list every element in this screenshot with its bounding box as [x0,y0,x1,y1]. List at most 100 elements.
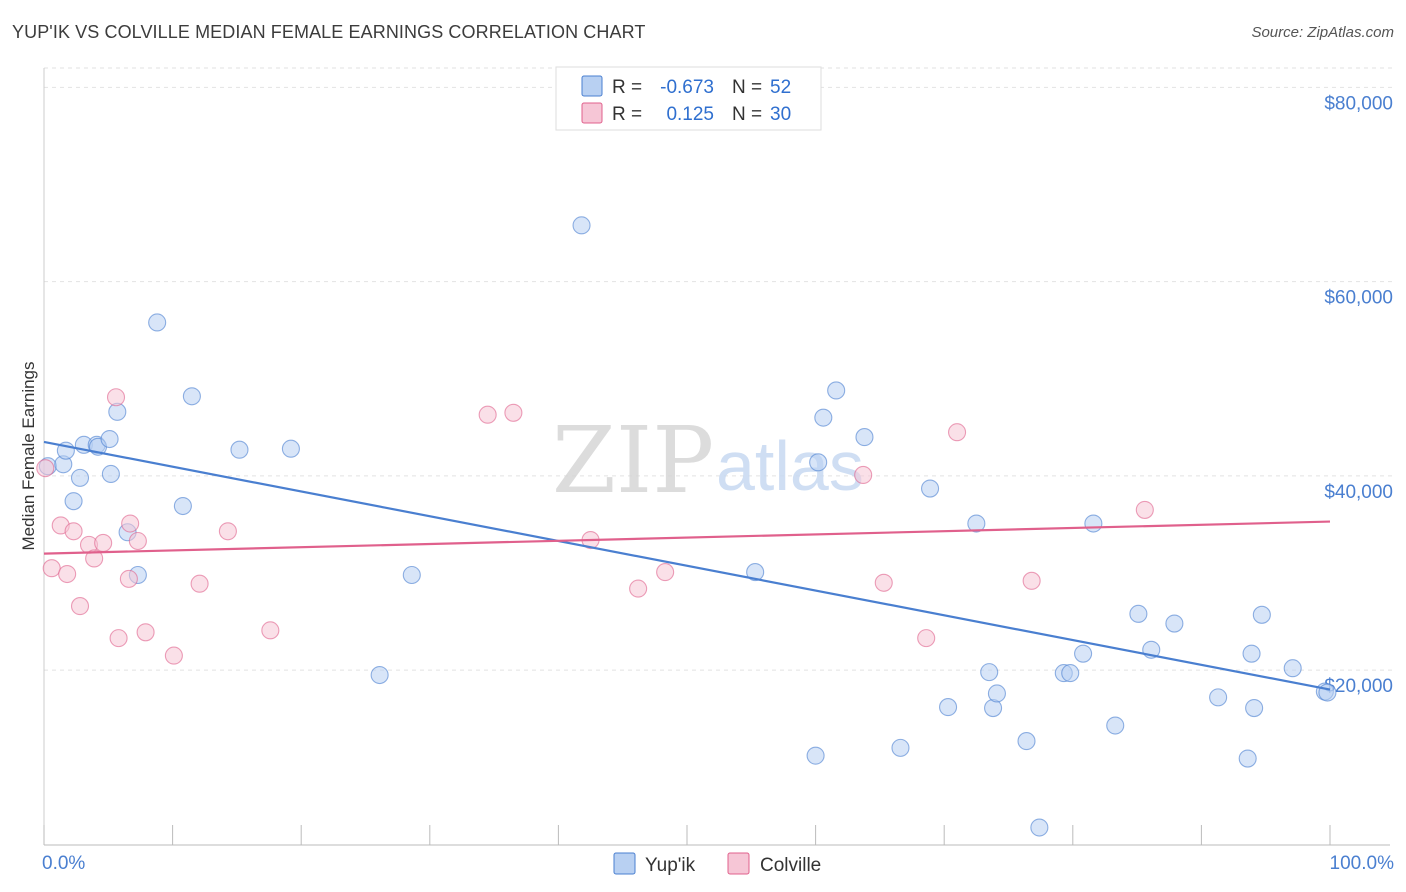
point-yupik-35 [1030,818,1049,837]
y-tick-labels: $20,000 $40,000 $60,000 $80,000 [1324,93,1393,697]
point-colville-14 [136,623,155,642]
point-colville-7 [85,549,104,568]
point-yupik-28 [921,479,940,498]
stats-n-label-yupik: N = [732,77,762,98]
point-yupik-49 [1283,659,1302,678]
source-credit: Source: ZipAtlas.com [1251,24,1394,41]
point-yupik-20 [572,216,591,235]
point-colville-16 [190,574,209,593]
point-yupik-18 [370,665,389,685]
point-yupik-16 [230,440,249,459]
point-colville-18 [261,621,280,640]
points-layer [36,216,1337,837]
point-yupik-8 [100,429,119,449]
point-colville-26 [917,629,936,648]
point-colville-9 [106,388,126,407]
stats-n-value-yupik: 52 [770,77,791,98]
point-yupik-41 [1129,604,1148,623]
point-yupik-14 [173,496,192,516]
y-tick-label-0: $20,000 [1324,676,1393,697]
stats-r-value-yupik: -0.673 [660,77,714,98]
x-tick-label-left: 0.0% [42,853,85,874]
point-colville-25 [874,573,893,592]
stats-n-label-colville: N = [732,104,762,125]
point-yupik-27 [891,738,910,757]
point-yupik-38 [1074,644,1093,663]
point-colville-22 [629,579,648,598]
point-yupik-26 [855,428,874,447]
y-axis-label: Median Female Earnings [19,362,38,551]
point-yupik-43 [1165,614,1184,633]
point-colville-3 [58,564,77,584]
point-colville-19 [478,405,497,424]
point-colville-10 [109,629,128,648]
trendline-yupik [43,440,1331,691]
stats-r-label-yupik: R = [612,77,642,98]
point-yupik-34 [1017,732,1036,751]
point-colville-4 [64,522,83,541]
point-yupik-48 [1252,605,1271,624]
stats-legend-swatch-yupik [581,75,603,97]
point-yupik-19 [402,565,421,585]
point-yupik-30 [967,514,986,533]
watermark-atlas: atlas [716,427,864,505]
watermark-zip: ZIP [552,407,714,514]
point-yupik-17 [281,439,300,458]
stats-r-label-colville: R = [612,104,642,125]
stats-legend-swatch-colville [581,102,603,124]
point-colville-0 [36,459,55,478]
point-yupik-47 [1245,699,1264,718]
stats-n-value-colville: 30 [770,104,791,125]
point-yupik-39 [1084,514,1103,533]
point-yupik-9 [101,464,120,484]
point-yupik-40 [1106,716,1125,735]
point-yupik-51 [1318,683,1337,702]
point-yupik-46 [1242,644,1261,663]
series-legend-swatch-colville [727,852,750,875]
point-colville-29 [1135,500,1154,519]
point-colville-28 [1022,571,1041,590]
point-colville-27 [948,423,967,442]
series-legend: Yup'ik Colville [613,852,821,876]
point-colville-20 [504,403,523,422]
chart-title: YUP'IK VS COLVILLE MEDIAN FEMALE EARNING… [12,22,646,42]
point-yupik-44 [1209,688,1228,707]
grid-layer [44,67,1392,671]
point-colville-12 [121,514,140,533]
point-colville-13 [128,531,147,551]
point-yupik-45 [1238,749,1257,768]
point-yupik-25 [827,381,846,400]
point-yupik-29 [939,698,958,717]
series-legend-label-colville: Colville [760,855,821,876]
point-colville-24 [854,465,873,485]
series-legend-label-yupik: Yup'ik [645,855,696,876]
trendline-colville [43,520,1331,555]
point-colville-8 [94,533,113,552]
y-tick-label-2: $60,000 [1324,288,1393,309]
point-yupik-4 [70,468,90,487]
point-colville-5 [70,597,90,616]
point-colville-15 [164,646,183,665]
point-yupik-23 [809,453,828,472]
axes-layer [43,68,1390,846]
point-yupik-22 [806,746,825,765]
point-yupik-31 [980,663,999,682]
point-yupik-33 [987,684,1006,703]
point-yupik-3 [64,492,83,511]
point-yupik-21 [746,563,765,582]
point-yupik-15 [182,387,201,406]
stats-legend: R = -0.673 N = 52 R = 0.125 N = 30 [555,66,822,131]
watermark: ZIP atlas [552,407,864,514]
point-yupik-13 [148,313,167,332]
series-legend-swatch-yupik [613,852,636,875]
x-tick-label-right: 100.0% [1330,853,1395,874]
point-yupik-37 [1061,664,1080,683]
point-colville-11 [119,569,138,588]
y-tick-label-1: $40,000 [1324,482,1393,503]
stats-r-value-colville: 0.125 [666,104,714,125]
point-yupik-24 [814,408,833,427]
point-colville-1 [42,559,61,578]
point-colville-23 [656,563,675,582]
trend-layer [43,440,1331,691]
